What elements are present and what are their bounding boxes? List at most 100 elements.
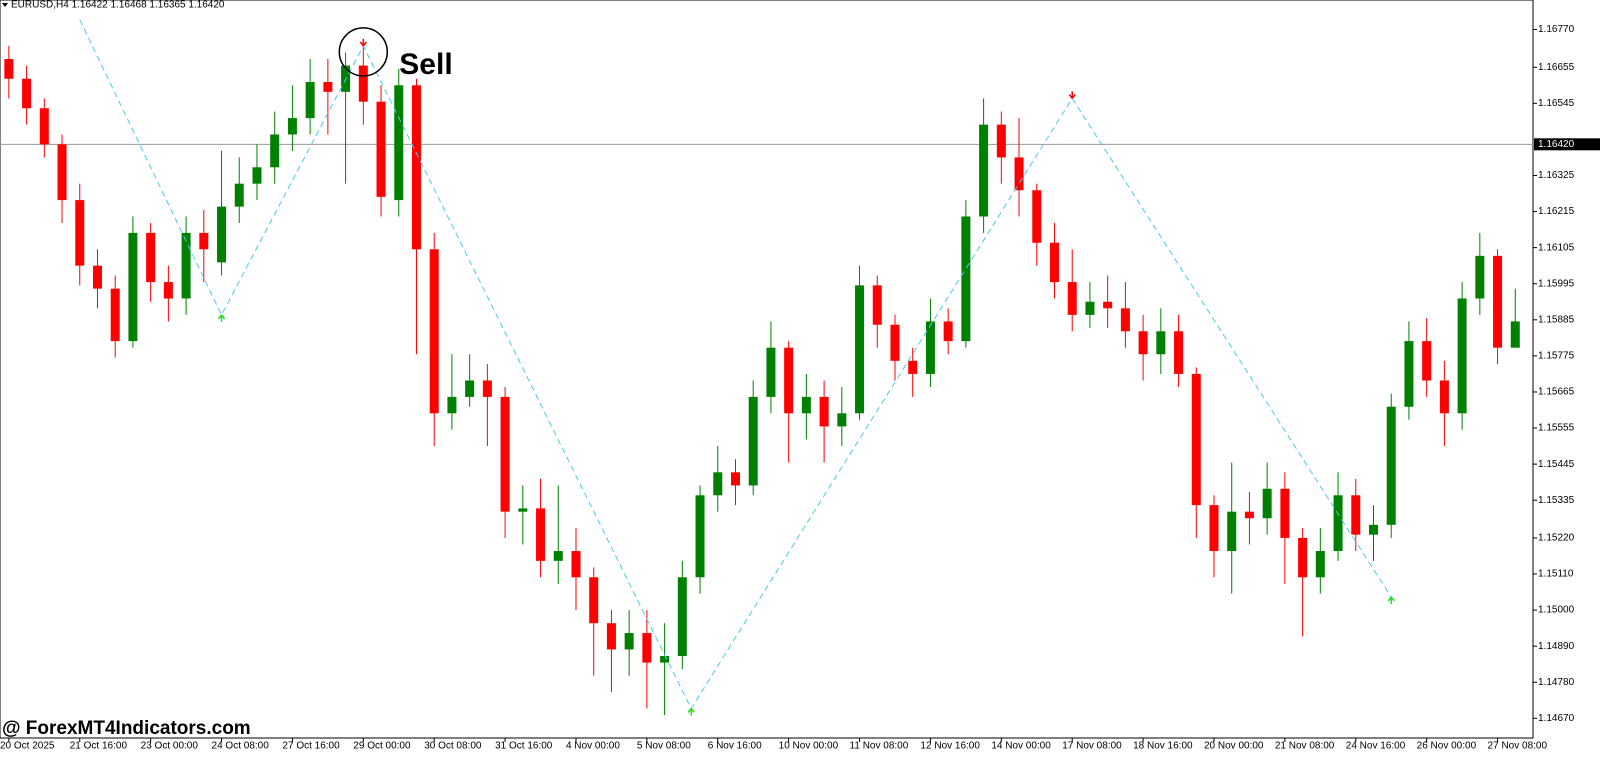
y-tick-label: 1.14780 xyxy=(1538,677,1575,688)
candle-body xyxy=(465,380,475,397)
candle-body xyxy=(57,144,67,201)
y-tick-label: 1.15775 xyxy=(1538,351,1575,362)
y-tick-label: 1.16215 xyxy=(1538,206,1575,217)
candle-body xyxy=(713,472,723,496)
candle-body xyxy=(748,396,758,486)
x-tick-label: 27 Nov 08:00 xyxy=(1488,741,1548,752)
candle-body xyxy=(482,380,492,397)
candle-body xyxy=(1475,255,1485,299)
candle-body xyxy=(110,288,120,342)
candle-body xyxy=(1333,495,1343,552)
candle-body xyxy=(1493,255,1503,348)
candle-body xyxy=(1209,505,1219,552)
x-tick-label: 17 Nov 08:00 xyxy=(1062,741,1122,752)
buy-arrow xyxy=(687,708,695,716)
candle-body xyxy=(553,551,563,561)
candle-body xyxy=(1368,524,1378,535)
candle-body xyxy=(1174,331,1184,374)
candle-body xyxy=(234,183,244,207)
y-tick-label: 1.15555 xyxy=(1538,423,1575,434)
candle-body xyxy=(855,285,865,414)
candle-body xyxy=(925,321,935,374)
y-tick-label: 1.15335 xyxy=(1538,495,1575,506)
candle-body xyxy=(695,495,705,578)
candle-body xyxy=(376,101,386,197)
candle-body xyxy=(1156,331,1166,355)
x-tick-label: 4 Nov 00:00 xyxy=(566,741,620,752)
candle-body xyxy=(323,82,333,92)
candle-body xyxy=(1510,321,1520,348)
candle-body xyxy=(92,265,102,289)
candle-body xyxy=(1315,551,1325,578)
y-tick-label: 1.16545 xyxy=(1538,98,1575,109)
x-tick-label: 12 Nov 16:00 xyxy=(920,741,980,752)
candle-body xyxy=(996,124,1006,158)
candle-body xyxy=(1298,537,1308,578)
annotation-text: Sell xyxy=(399,48,452,81)
buy-arrow xyxy=(1387,596,1395,604)
candle-body xyxy=(819,396,829,427)
y-tick-label: 1.16770 xyxy=(1538,24,1575,35)
x-tick-label: 20 Oct 2025 xyxy=(0,741,55,752)
candle-body xyxy=(1103,301,1113,309)
candle-body xyxy=(606,623,616,650)
y-tick-label: 1.15000 xyxy=(1538,605,1575,616)
candle-body xyxy=(536,508,546,561)
candle-body xyxy=(394,85,404,201)
x-tick-label: 24 Oct 08:00 xyxy=(212,741,270,752)
candle-body xyxy=(1262,488,1272,519)
candle-body xyxy=(837,413,847,427)
candle-body xyxy=(677,577,687,656)
candle-body xyxy=(1014,157,1024,191)
candle-body xyxy=(146,232,156,283)
candle-body xyxy=(1439,380,1449,414)
annotation-circle xyxy=(338,27,389,77)
candle-body xyxy=(571,551,581,578)
watermark: @ ForexMT4Indicators.com xyxy=(2,718,251,739)
candle-body xyxy=(1386,406,1396,525)
x-tick-label: 20 Nov 00:00 xyxy=(1204,741,1264,752)
candle-body xyxy=(801,396,811,414)
x-tick-label: 21 Oct 16:00 xyxy=(70,741,128,752)
candle-body xyxy=(4,59,14,79)
y-tick-label: 1.15445 xyxy=(1538,459,1575,470)
candle-body xyxy=(943,321,953,342)
x-tick-label: 24 Nov 16:00 xyxy=(1346,741,1406,752)
y-tick-label: 1.14670 xyxy=(1538,713,1575,724)
candle-body xyxy=(1404,341,1414,407)
y-tick-label: 1.15665 xyxy=(1538,387,1575,398)
sell-arrow xyxy=(359,38,367,47)
x-tick-label: 10 Nov 00:00 xyxy=(779,741,839,752)
y-tick-label: 1.16655 xyxy=(1538,62,1575,73)
y-tick-label: 1.15995 xyxy=(1538,278,1575,289)
zigzag-line xyxy=(79,19,1392,710)
candle-body xyxy=(270,134,280,168)
y-tick-label: 1.14890 xyxy=(1538,641,1575,652)
y-tick-label: 1.15885 xyxy=(1538,314,1575,325)
sell-arrow xyxy=(1068,91,1076,99)
candle-body xyxy=(1422,341,1432,381)
candle-body xyxy=(642,633,652,663)
candle-body xyxy=(1191,373,1201,506)
candle-body xyxy=(872,285,882,325)
candle-body xyxy=(1351,495,1361,535)
y-tick-label: 1.15110 xyxy=(1538,569,1574,580)
candle-body xyxy=(447,396,457,414)
x-tick-label: 30 Oct 08:00 xyxy=(424,741,482,752)
x-tick-label: 11 Nov 08:00 xyxy=(850,741,909,752)
header: EURUSD,H4 1.16422 1.16468 1.16365 1.1642… xyxy=(11,0,225,11)
candle-body xyxy=(1120,308,1130,332)
candle-body xyxy=(1244,511,1254,519)
candle-body xyxy=(1032,190,1042,243)
candle-body xyxy=(252,167,262,184)
y-tick-label: 1.16325 xyxy=(1538,170,1575,181)
y-tick-label: 1.15220 xyxy=(1538,533,1575,544)
candle-body xyxy=(1067,282,1077,315)
candle-body xyxy=(163,282,173,299)
candle-body xyxy=(589,577,599,624)
candle-body xyxy=(1280,488,1290,538)
candle-body xyxy=(75,200,85,266)
candle-body xyxy=(287,118,297,135)
candle-body xyxy=(199,232,209,250)
